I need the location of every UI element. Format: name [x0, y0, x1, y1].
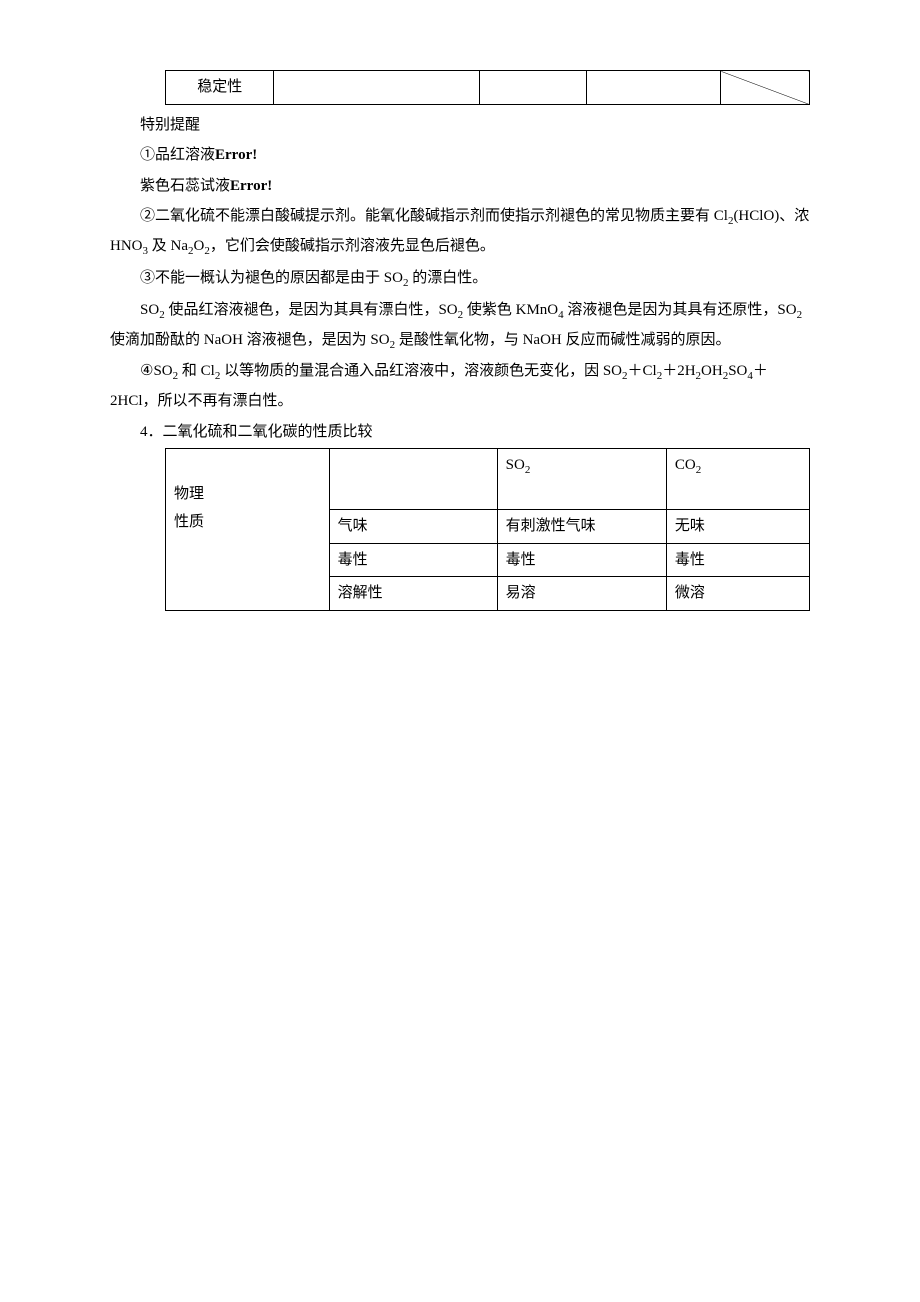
cell-co2: 毒性 [666, 543, 809, 577]
cell-co2-header: CO2 [666, 449, 809, 510]
text: CO [675, 457, 696, 473]
cell-so2: 易溶 [497, 577, 666, 611]
text: 是酸性氧化物，与 NaOH 反应而碱性减弱的原因。 [395, 332, 730, 348]
document-page: 稳定性 特别提醒 ①品红溶液Error! 紫色石蕊试液Error! ②二氧化硫不… [0, 0, 920, 1302]
stability-table: 稳定性 [165, 70, 810, 105]
text: 和 Cl [178, 363, 215, 379]
text: 紫色石蕊试液 [140, 178, 230, 194]
cell-so2: 毒性 [497, 543, 666, 577]
text: ③不能一概认为褪色的原因都是由于 SO [140, 270, 403, 286]
cell-empty [274, 71, 480, 105]
text: ＋2H [662, 363, 695, 379]
paragraph-reminder: 特别提醒 [110, 111, 810, 142]
paragraph: ①品红溶液Error! [110, 141, 810, 172]
error-text: Error! [215, 147, 257, 163]
cell-prop: 毒性 [329, 543, 497, 577]
text: 溶液褪色是因为其具有还原性，SO [564, 302, 797, 318]
text: SO [728, 363, 747, 379]
text: ②二氧化硫不能漂白酸碱提示剂。能氧化酸碱指示剂而使指示剂褪色的常见物质主要有 C… [140, 208, 728, 224]
paragraph: 紫色石蕊试液Error! [110, 172, 810, 203]
text: 性质 [174, 514, 204, 530]
paragraph: SO2 使品红溶液褪色，是因为其具有漂白性，SO2 使紫色 KMnO4 溶液褪色… [110, 296, 810, 358]
paragraph: ④SO2 和 Cl2 以等物质的量混合通入品红溶液中，溶液颜色无变化，因 SO2… [110, 357, 810, 417]
paragraph: ③不能一概认为褪色的原因都是由于 SO2 的漂白性。 [110, 264, 810, 296]
subscript: 2 [797, 309, 803, 321]
text: 使紫色 KMnO [463, 302, 558, 318]
cell-empty [329, 449, 497, 510]
cell-prop: 气味 [329, 510, 497, 544]
text: ①品红溶液 [140, 147, 215, 163]
cell-prop: 溶解性 [329, 577, 497, 611]
cell-label: 稳定性 [166, 71, 274, 105]
error-text: Error! [230, 178, 272, 194]
cell-category: 物理 性质 [166, 449, 330, 611]
cell-empty [480, 71, 587, 105]
text: ＋Cl [628, 363, 657, 379]
text: 使滴加酚酞的 NaOH 溶液褪色，是因为 SO [110, 332, 390, 348]
table-row: 稳定性 [166, 71, 810, 105]
text: 以等物质的量混合通入品红溶液中，溶液颜色无变化，因 SO [220, 363, 622, 379]
text: SO [506, 457, 525, 473]
cell-so2: 有刺激性气味 [497, 510, 666, 544]
cell-empty [587, 71, 721, 105]
text: 使品红溶液褪色，是因为其具有漂白性，SO [165, 302, 458, 318]
text: O [194, 238, 205, 254]
table-header-row: 物理 性质 SO2 CO2 [166, 449, 810, 510]
cell-co2: 微溶 [666, 577, 809, 611]
text: ，它们会使酸碱指示剂溶液先显色后褪色。 [210, 238, 495, 254]
paragraph: ②二氧化硫不能漂白酸碱提示剂。能氧化酸碱指示剂而使指示剂褪色的常见物质主要有 C… [110, 202, 810, 264]
cell-diagonal [721, 71, 810, 105]
cell-co2: 无味 [666, 510, 809, 544]
text: SO [140, 302, 159, 318]
subscript: 2 [525, 464, 531, 476]
text: 4．二氧化硫和二氧化碳的性质比较 [140, 424, 373, 440]
comparison-table: 物理 性质 SO2 CO2 气味 有刺激性气味 无味 毒性 毒性 毒性 溶解性 … [165, 448, 810, 611]
text: 物理 [174, 486, 204, 502]
text: OH [701, 363, 723, 379]
text: 特别提醒 [140, 117, 200, 133]
text: 的漂白性。 [408, 270, 487, 286]
subscript: 2 [696, 464, 702, 476]
text: 及 Na [148, 238, 188, 254]
paragraph-section-title: 4．二氧化硫和二氧化碳的性质比较 [110, 418, 810, 449]
text: ④SO [140, 363, 173, 379]
cell-so2-header: SO2 [497, 449, 666, 510]
